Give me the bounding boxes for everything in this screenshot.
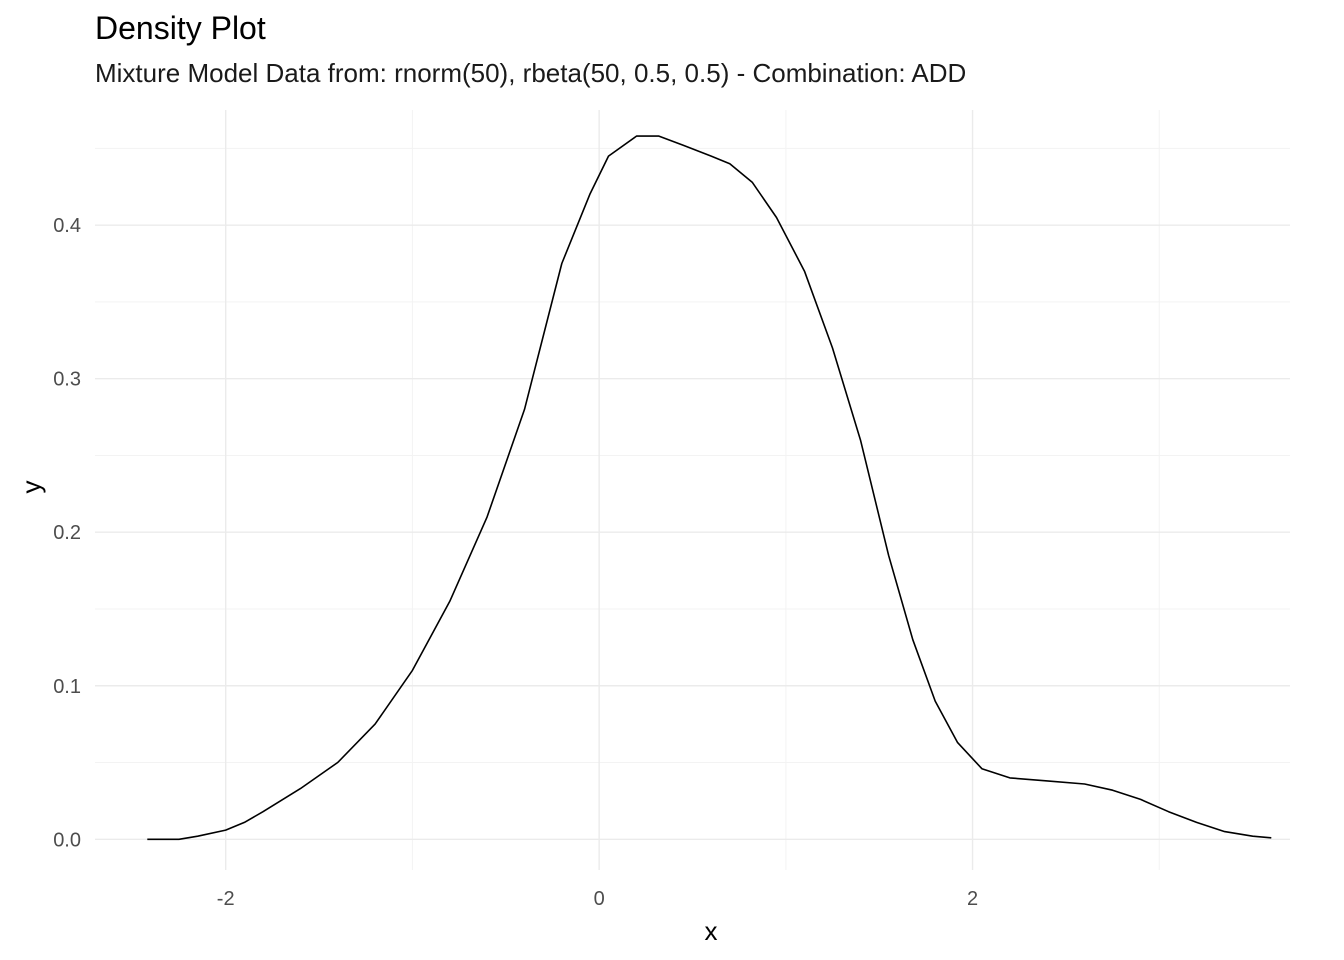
y-axis-title: y xyxy=(16,481,46,494)
x-axis-title: x xyxy=(705,916,718,946)
minor-gridlines xyxy=(95,110,1290,870)
chart-title: Density Plot xyxy=(95,10,266,46)
y-axis-ticks: 0.0 0.1 0.2 0.3 0.4 xyxy=(53,215,81,851)
density-line xyxy=(147,135,1272,841)
y-tick-label: 0.3 xyxy=(53,369,81,391)
y-tick-label: 0.4 xyxy=(53,215,81,237)
y-tick-label: 0.2 xyxy=(53,522,81,544)
x-tick-label: -2 xyxy=(217,888,235,910)
x-axis-ticks: -2 0 2 xyxy=(217,888,978,910)
x-tick-label: 2 xyxy=(967,888,978,910)
chart-subtitle: Mixture Model Data from: rnorm(50), rbet… xyxy=(95,58,967,88)
x-tick-label: 0 xyxy=(594,888,605,910)
y-tick-label: 0.1 xyxy=(53,676,81,698)
y-tick-label: 0.0 xyxy=(53,829,81,851)
major-gridlines xyxy=(95,110,1290,870)
